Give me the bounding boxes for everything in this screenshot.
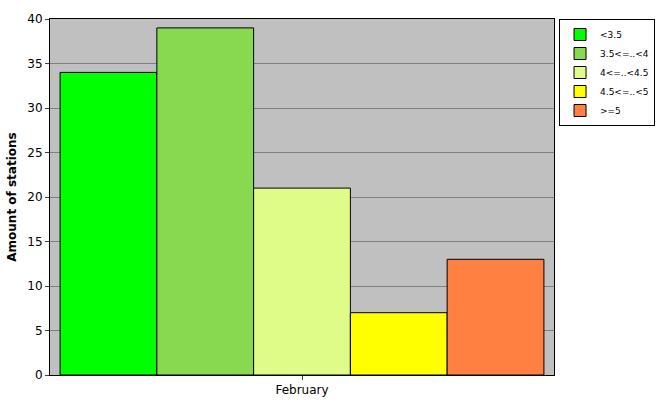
svg-text:5: 5 <box>35 324 43 338</box>
svg-text:25: 25 <box>27 146 42 160</box>
svg-text:10: 10 <box>27 279 42 293</box>
svg-text:0: 0 <box>35 368 43 382</box>
svg-text:30: 30 <box>27 101 42 115</box>
svg-text:3.5<=..<4: 3.5<=..<4 <box>600 49 649 59</box>
svg-text:<3.5: <3.5 <box>600 30 622 40</box>
svg-text:20: 20 <box>27 190 42 204</box>
svg-text:15: 15 <box>27 235 42 249</box>
svg-text:4.5<=..<5: 4.5<=..<5 <box>600 87 648 97</box>
svg-text:February: February <box>275 383 328 397</box>
svg-text:4<=..<4.5: 4<=..<4.5 <box>600 68 648 78</box>
svg-text:>=5: >=5 <box>600 106 621 116</box>
svg-text:Amount of stations: Amount of stations <box>5 132 19 261</box>
svg-text:35: 35 <box>27 57 42 71</box>
svg-text:40: 40 <box>27 12 42 26</box>
